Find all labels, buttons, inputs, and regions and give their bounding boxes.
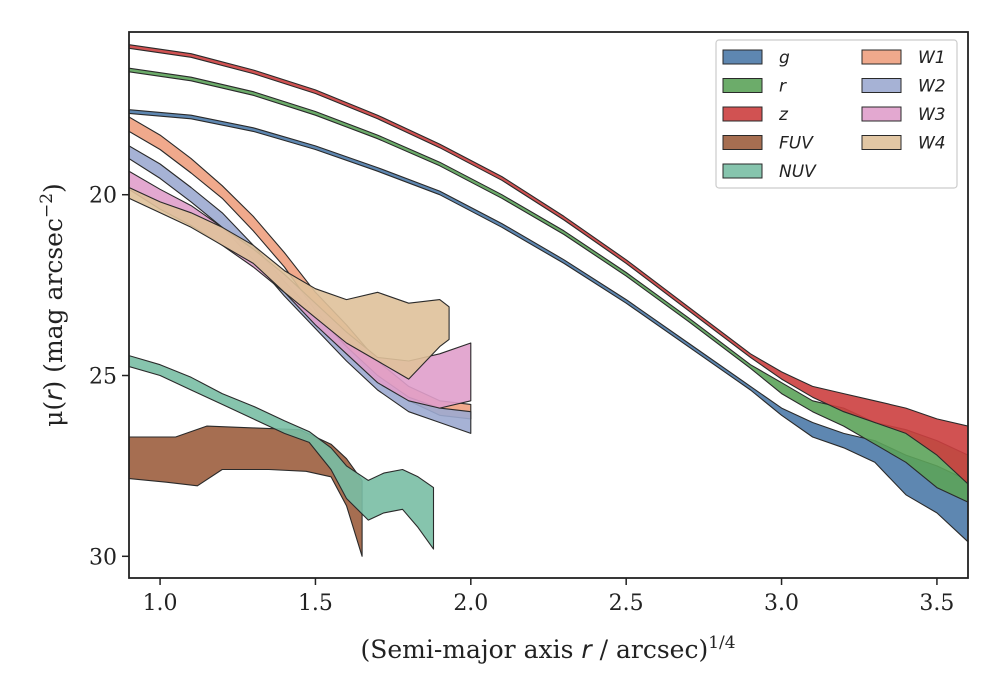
legend-swatch-r xyxy=(722,78,763,93)
legend-label-r: r xyxy=(779,77,787,97)
legend-label-w3: W3 xyxy=(918,105,946,125)
x-tick-label: 1.0 xyxy=(143,591,178,616)
legend-swatch-nuv xyxy=(722,163,763,179)
legend-swatch-g xyxy=(722,49,763,65)
legend-swatch-z xyxy=(722,106,763,122)
legend-frame xyxy=(715,39,958,189)
legend-swatch-w1 xyxy=(861,49,902,65)
legend-label-fuv: FUV xyxy=(779,134,814,154)
legend: grz FUV NUV W1 W2 W3 W4 xyxy=(715,39,958,189)
plot-frame xyxy=(128,31,969,579)
legend-label-nuv: NUV xyxy=(779,162,817,182)
y-tick-label: 30 xyxy=(89,545,117,570)
x-tick-label: 1.5 xyxy=(298,591,333,616)
legend-label-z: z xyxy=(778,105,789,125)
legend-label-w4: W4 xyxy=(918,134,946,154)
legend-swatch-w3 xyxy=(861,106,902,122)
legend-label-w2: W2 xyxy=(918,77,946,97)
band-areas xyxy=(129,44,968,557)
y-tick-label: 25 xyxy=(89,365,117,390)
x-axis-ticks: 1.0 1.5 2.0 2.5 3.0 3.5 xyxy=(143,578,954,616)
band-g xyxy=(129,109,968,543)
x-axis-label: (Semi-major axis r / arcsec)1/4 xyxy=(360,633,735,664)
band-fuv xyxy=(129,425,363,557)
x-tick-label: 2.5 xyxy=(609,591,644,616)
band-z xyxy=(129,44,968,485)
band-r xyxy=(129,67,968,503)
legend-label-g: g xyxy=(779,48,790,68)
legend-swatch-w2 xyxy=(861,78,902,93)
band-w4 xyxy=(129,186,450,380)
legend-swatch-w4 xyxy=(861,135,902,150)
legend-swatch-fuv xyxy=(722,135,763,150)
band-nuv xyxy=(129,355,435,550)
y-axis-label: μ(r) (mag arcsec−2) xyxy=(37,183,68,427)
legend-label-w1: W1 xyxy=(918,48,946,68)
x-tick-label: 3.0 xyxy=(764,591,799,616)
x-tick-label: 2.0 xyxy=(453,591,488,616)
y-tick-label: 20 xyxy=(89,184,117,209)
y-axis-ticks: 20 25 30 xyxy=(89,184,129,570)
x-tick-label: 3.5 xyxy=(919,591,954,616)
